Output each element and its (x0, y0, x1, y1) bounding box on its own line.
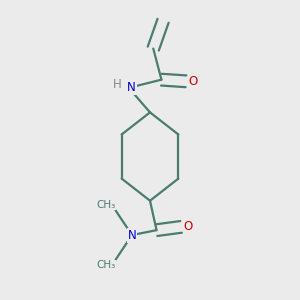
Text: CH₃: CH₃ (96, 260, 116, 271)
Text: O: O (189, 75, 198, 88)
Text: O: O (184, 220, 193, 233)
Text: CH₃: CH₃ (96, 200, 116, 210)
Text: N: N (127, 81, 136, 94)
Text: N: N (128, 229, 136, 242)
Text: H: H (113, 78, 122, 91)
